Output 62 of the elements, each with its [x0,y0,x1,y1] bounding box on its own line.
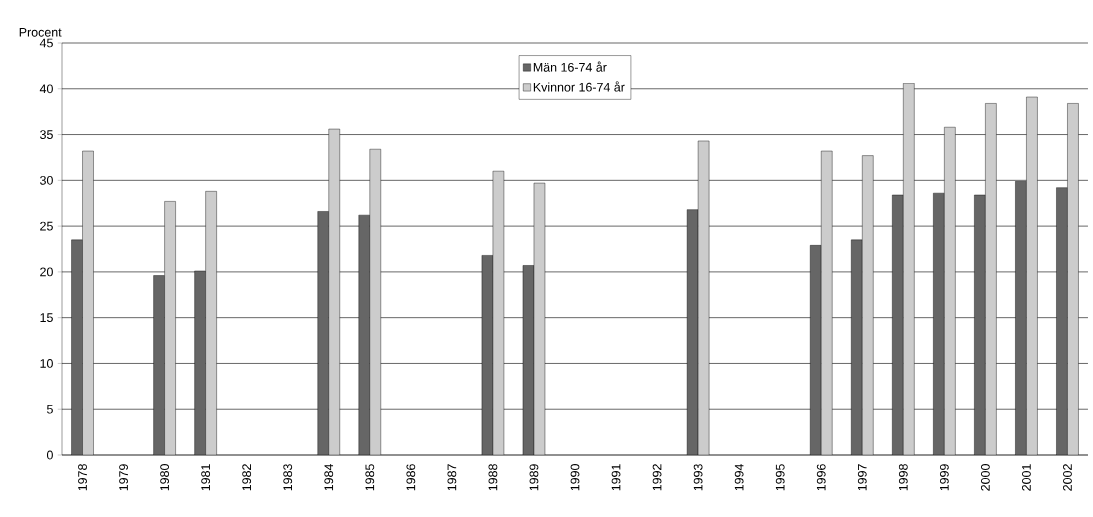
bar [358,214,370,455]
x-tick-label: 1991 [611,464,621,491]
y-tick-label: 45 [39,38,53,48]
y-tick-label: 25 [40,221,53,231]
bar [1015,181,1027,455]
bar [903,83,915,455]
bar [810,245,822,455]
x-tick-label: 2000 [980,464,990,491]
x-tick-label: 1979 [119,464,128,491]
bar [317,211,329,455]
bar [862,155,874,455]
x-tick-label: 1988 [488,464,498,491]
bar [985,103,997,455]
bar [944,127,956,455]
x-tick-label: 1985 [365,464,375,491]
y-tick-label: 15 [40,313,53,323]
y-tick-label: 35 [40,130,53,139]
y-tick-label: 30 [40,175,53,185]
x-tick-label: 1989 [529,464,539,491]
legend-label: Kvinnor 16-74 år [533,81,625,92]
x-tick-label: 1994 [734,463,744,491]
x-tick-label: 2001 [1022,464,1031,491]
x-tick-label: 1986 [406,464,416,491]
x-tick-label: 1990 [570,464,580,491]
bar [821,150,833,455]
x-tick-label: 1992 [652,464,662,491]
x-tick-label: 1981 [201,464,211,491]
x-tick-label: 1982 [242,464,252,491]
bar [328,128,340,455]
legend-label: Män 16-74 år [533,61,607,72]
bar [1067,103,1079,455]
bar [1056,187,1068,455]
x-tick-label: 1980 [160,464,170,491]
bar [369,149,381,455]
y-tick-label: 40 [39,84,53,94]
x-tick-label: 1978 [78,464,87,491]
bar [153,275,165,455]
x-tick-label: 1987 [447,464,457,491]
y-axis-title: Procent [19,27,62,37]
bar [1026,96,1038,455]
x-tick-label: 1998 [898,464,908,491]
x-tick-label: 1993 [693,464,703,491]
bar [892,194,904,455]
y-tick-label: 0 [46,450,53,460]
bar [82,150,94,455]
y-tick-label: 5 [46,404,53,414]
bar [205,191,217,455]
bar [71,239,83,455]
bar [851,239,863,455]
bar [974,194,986,455]
x-tick-label: 1997 [857,464,867,491]
x-tick-label: 2002 [1063,464,1072,491]
bar [933,192,945,455]
x-tick-label: 1995 [775,464,785,491]
y-tick-label: 20 [40,267,53,277]
x-tick-label: 1996 [816,464,826,491]
x-tick-label: 1984 [324,463,334,491]
x-tick-label: 1983 [283,464,293,491]
bar [164,201,176,455]
bar [194,270,206,455]
x-tick-label: 1999 [939,464,949,491]
y-tick-label: 10 [40,359,53,368]
